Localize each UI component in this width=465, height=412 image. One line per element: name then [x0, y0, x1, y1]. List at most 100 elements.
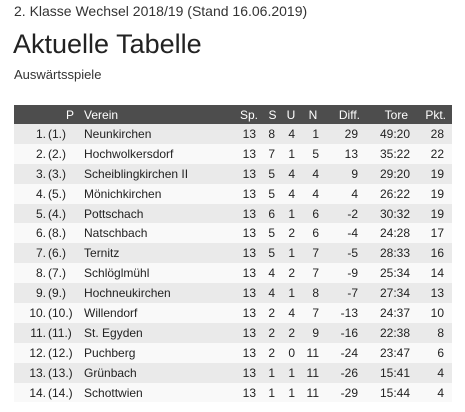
cell-team[interactable]: Puchberg — [84, 345, 136, 360]
cell-won: 4 — [268, 266, 276, 281]
cell-goal-diff: -13 — [340, 305, 359, 320]
cell-played: 13 — [242, 385, 257, 400]
cell-goals: 35:22 — [379, 146, 411, 161]
cell-draw: 4 — [288, 305, 296, 320]
cell-position: 1. — [35, 126, 46, 141]
cell-draw: 1 — [288, 206, 296, 221]
cell-team[interactable]: Ternitz — [84, 246, 120, 261]
table-row: 14. (14.) Schottwien 13 1 1 11 -29 15:44 4 — [14, 382, 453, 403]
cell-draw: 1 — [288, 365, 296, 380]
cell-previous-position: (5.) — [48, 186, 66, 201]
cell-lost: 4 — [312, 186, 320, 201]
col-header-played[interactable]: Sp. — [240, 107, 259, 122]
cell-goals: 49:20 — [379, 126, 411, 141]
col-header-draw[interactable]: U — [286, 107, 296, 122]
cell-points: 4 — [437, 365, 445, 380]
cell-previous-position: (3.) — [48, 166, 66, 181]
cell-won: 4 — [268, 286, 276, 301]
cell-previous-position: (10.) — [48, 305, 73, 320]
col-header-lost[interactable]: N — [308, 107, 318, 122]
table-row: 1. (1.) Neunkirchen 13 8 4 1 29 49:20 28 — [14, 124, 453, 144]
cell-played: 13 — [242, 305, 257, 320]
cell-won: 7 — [268, 146, 276, 161]
cell-draw: 1 — [288, 286, 296, 301]
cell-position: 5. — [35, 206, 46, 221]
cell-points: 17 — [430, 226, 445, 241]
cell-won: 8 — [268, 126, 276, 141]
cell-team[interactable]: Grünbach — [84, 365, 137, 380]
cell-lost: 7 — [312, 305, 320, 320]
cell-position: 3. — [35, 166, 46, 181]
cell-points: 4 — [437, 385, 445, 400]
cell-position: 14. — [29, 385, 46, 400]
table-row: 7. (6.) Ternitz 13 5 1 7 -5 28:33 16 — [14, 243, 453, 264]
cell-previous-position: (6.) — [48, 246, 66, 261]
cell-won: 5 — [268, 246, 276, 261]
table-row: 13. (13.) Grünbach 13 1 1 11 -26 15:41 4 — [14, 362, 453, 383]
cell-team[interactable]: Schlöglmühl — [84, 266, 150, 281]
cell-draw: 2 — [288, 325, 296, 340]
cell-team[interactable]: Willendorf — [84, 305, 138, 320]
table-row: 2. (2.) Hochwolkersdorf 13 7 1 5 13 35:22 22 — [14, 143, 453, 164]
table-row: 4. (5.) Mönichkirchen 13 5 4 4 4 26:22 19 — [14, 183, 453, 204]
cell-played: 13 — [242, 345, 257, 360]
cell-lost: 6 — [312, 206, 320, 221]
cell-previous-position: (1.) — [48, 126, 66, 141]
cell-won: 5 — [268, 166, 276, 181]
cell-team[interactable]: Schottwien — [84, 385, 143, 400]
cell-goals: 15:44 — [379, 385, 411, 400]
cell-team[interactable]: Natschbach — [84, 226, 148, 241]
cell-played: 13 — [242, 365, 257, 380]
cell-team[interactable]: Neunkirchen — [84, 126, 152, 141]
table-row: 9. (9.) Hochneukirchen 13 4 1 8 -7 27:34 13 — [14, 283, 453, 304]
cell-won: 1 — [268, 365, 276, 380]
cell-goals: 25:34 — [379, 266, 411, 281]
cell-points: 28 — [430, 126, 445, 141]
cell-played: 13 — [242, 126, 257, 141]
table-header-row: P Verein Sp. S U N Diff. Tore Pkt. — [14, 105, 453, 124]
cell-goal-diff: -4 — [347, 226, 359, 241]
cell-draw: 0 — [288, 345, 296, 360]
cell-team[interactable]: Hochwolkersdorf — [84, 146, 174, 161]
cell-points: 6 — [437, 345, 445, 360]
cell-team[interactable]: Hochneukirchen — [84, 286, 171, 301]
cell-goals: 24:37 — [379, 305, 411, 320]
table-row: 10. (10.) Willendorf 13 2 4 7 -13 24:37 10 — [14, 303, 453, 323]
cell-points: 19 — [430, 206, 445, 221]
cell-team[interactable]: St. Egyden — [84, 325, 143, 340]
cell-previous-position: (13.) — [48, 365, 73, 380]
cell-lost: 8 — [312, 286, 320, 301]
cell-points: 8 — [437, 325, 445, 340]
cell-previous-position: (12.) — [48, 345, 73, 360]
cell-goals: 27:34 — [379, 286, 411, 301]
cell-points: 16 — [430, 246, 445, 261]
cell-team[interactable]: Scheiblingkirchen II — [84, 166, 189, 181]
cell-played: 13 — [242, 286, 257, 301]
cell-points: 19 — [430, 186, 445, 201]
cell-played: 13 — [242, 325, 257, 340]
col-header-goals[interactable]: Tore — [384, 107, 409, 122]
cell-draw: 2 — [288, 266, 296, 281]
cell-goal-diff: -2 — [347, 206, 359, 221]
col-header-won[interactable]: S — [268, 107, 277, 122]
cell-goal-diff: -5 — [347, 246, 359, 261]
cell-position: 9. — [35, 286, 46, 301]
cell-goal-diff: -29 — [340, 385, 359, 400]
cell-team[interactable]: Pottschach — [84, 206, 144, 221]
cell-points: 14 — [430, 266, 445, 281]
cell-lost: 5 — [312, 146, 320, 161]
cell-lost: 9 — [312, 325, 320, 340]
cell-goal-diff: 29 — [344, 126, 359, 141]
cell-won: 2 — [268, 305, 276, 320]
cell-goal-diff: -16 — [340, 325, 359, 340]
col-header-team[interactable]: Verein — [84, 107, 119, 122]
col-header-position[interactable]: P — [66, 107, 75, 122]
cell-team[interactable]: Mönichkirchen — [84, 186, 162, 201]
cell-lost: 11 — [306, 345, 320, 360]
cell-previous-position: (2.) — [48, 146, 66, 161]
col-header-points[interactable]: Pkt. — [425, 107, 447, 122]
cell-goal-diff: -26 — [340, 365, 359, 380]
cell-won: 5 — [268, 186, 276, 201]
col-header-diff[interactable]: Diff. — [338, 107, 361, 122]
standings-table: P Verein Sp. S U N Diff. Tore Pkt. 1. (1.… — [14, 105, 453, 403]
